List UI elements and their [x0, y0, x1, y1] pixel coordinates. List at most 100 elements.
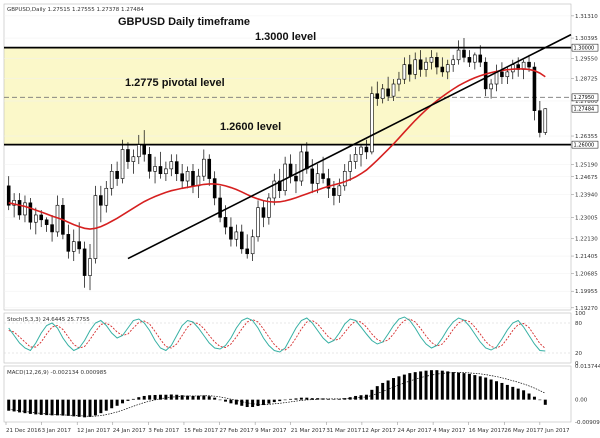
candle [207, 154, 212, 186]
macd-bar [229, 399, 233, 404]
macd-tick-label: 0.00 [575, 398, 588, 404]
macd-bar [489, 379, 493, 400]
time-tick-label: 31 Mar 2017 [326, 428, 361, 434]
candle [12, 193, 16, 218]
macd-bar [175, 394, 179, 400]
candle [158, 151, 163, 179]
svg-text:1.27950: 1.27950 [574, 95, 595, 101]
time-axis: 21 Dec 2016 3 Jan 2017 12 Jan 2017 24 Jan 2… [5, 422, 570, 434]
candle [77, 222, 81, 254]
candle [202, 149, 206, 182]
macd-bar [126, 399, 130, 401]
candle [500, 62, 504, 85]
price-tick-label: 1.25190 [575, 162, 598, 168]
macd-bar [278, 399, 282, 402]
price-highlight-label: 1.27484 [571, 104, 599, 112]
macd-bar [88, 399, 92, 417]
candle [131, 149, 136, 174]
candle [424, 57, 428, 77]
candle [34, 207, 38, 235]
macd-tick-label: -0.009097 [575, 420, 600, 426]
candle [261, 200, 266, 228]
candle [418, 50, 423, 77]
candle [104, 181, 109, 213]
candle [17, 193, 22, 220]
candle [489, 79, 493, 99]
macd-bar [99, 399, 103, 414]
macd-bar [207, 396, 211, 400]
macd-bar [522, 390, 526, 400]
macd-bar [467, 373, 471, 400]
macd-bar [392, 378, 396, 400]
macd-bar [532, 396, 536, 400]
time-tick-label: 21 Mar 2017 [291, 428, 326, 434]
macd-bar [435, 370, 439, 400]
macd-bar [55, 399, 59, 416]
macd-bar [457, 372, 461, 400]
candle [109, 164, 114, 196]
macd-panel: 0.013744 0.00 -0.009097 MACD(12,26,9) -0.0… [3, 364, 600, 426]
price-tick-label: 1.21405 [575, 254, 598, 260]
macd-bar [104, 399, 108, 411]
candle [126, 142, 130, 169]
candle [66, 224, 71, 259]
macd-bar [505, 384, 509, 400]
candle [315, 164, 320, 194]
macd-header: MACD(12,26,9) -0.002134 0.000985 [7, 370, 107, 376]
macd-histogram [7, 370, 547, 418]
macd-bar [446, 371, 450, 400]
candle [142, 130, 147, 162]
stoch-main-line [8, 316, 546, 353]
candle [532, 62, 537, 121]
price-highlight-label: 1.30000 [571, 43, 599, 51]
macd-bar [121, 399, 125, 404]
candle [370, 86, 374, 155]
price-tick-label: 1.27800 [575, 99, 598, 105]
candle [326, 168, 331, 198]
candle [99, 185, 103, 223]
candle [321, 156, 325, 184]
candle [473, 52, 477, 70]
price-tick-label: 1.20685 [575, 272, 598, 278]
label-pivotal-level: 1.2775 pivotal level [125, 77, 225, 89]
candle [348, 154, 352, 182]
macd-bar [538, 399, 542, 401]
label-1-2600-level: 1.2600 level [220, 121, 281, 133]
candle [164, 161, 168, 182]
horizontal-levels [4, 46, 571, 146]
time-tick-label: 7 Jun 2017 [540, 428, 570, 434]
macd-bar [186, 395, 190, 400]
macd-bar [511, 386, 515, 400]
macd-bar [267, 399, 271, 404]
candle [380, 84, 385, 104]
candle [6, 176, 11, 211]
macd-bar [256, 399, 260, 407]
candle [543, 108, 548, 135]
time-tick-label: 9 Mar 2017 [255, 428, 287, 434]
macd-bar [240, 399, 244, 406]
macd-bar [93, 399, 97, 416]
candle [538, 100, 542, 138]
macd-bar [218, 399, 222, 401]
time-tick-label: 15 Feb 2017 [184, 428, 219, 434]
candle [386, 76, 390, 101]
candle [353, 147, 358, 169]
macd-bar [440, 370, 444, 400]
macd-bar [321, 398, 325, 400]
price-tick-label: 1.19955 [575, 289, 598, 295]
macd-bar [137, 397, 141, 400]
candle [283, 156, 287, 196]
time-tick-label: 3 Jan 2017 [42, 428, 72, 434]
macd-bar [316, 398, 320, 400]
macd-bar [251, 399, 255, 408]
stoch-axis: 100 80 20 0 [575, 311, 586, 367]
stoch-panel: 100 80 20 0 Stoch(5,3,3) 24.6445 25.7755 [3, 311, 586, 367]
macd-bar [305, 397, 309, 400]
candle [359, 144, 363, 167]
macd-bar [402, 374, 406, 400]
candlesticks [6, 37, 548, 291]
candle [169, 154, 174, 177]
time-tick-label: 26 May 2017 [504, 428, 540, 434]
candle [212, 171, 217, 206]
candle [483, 57, 488, 97]
